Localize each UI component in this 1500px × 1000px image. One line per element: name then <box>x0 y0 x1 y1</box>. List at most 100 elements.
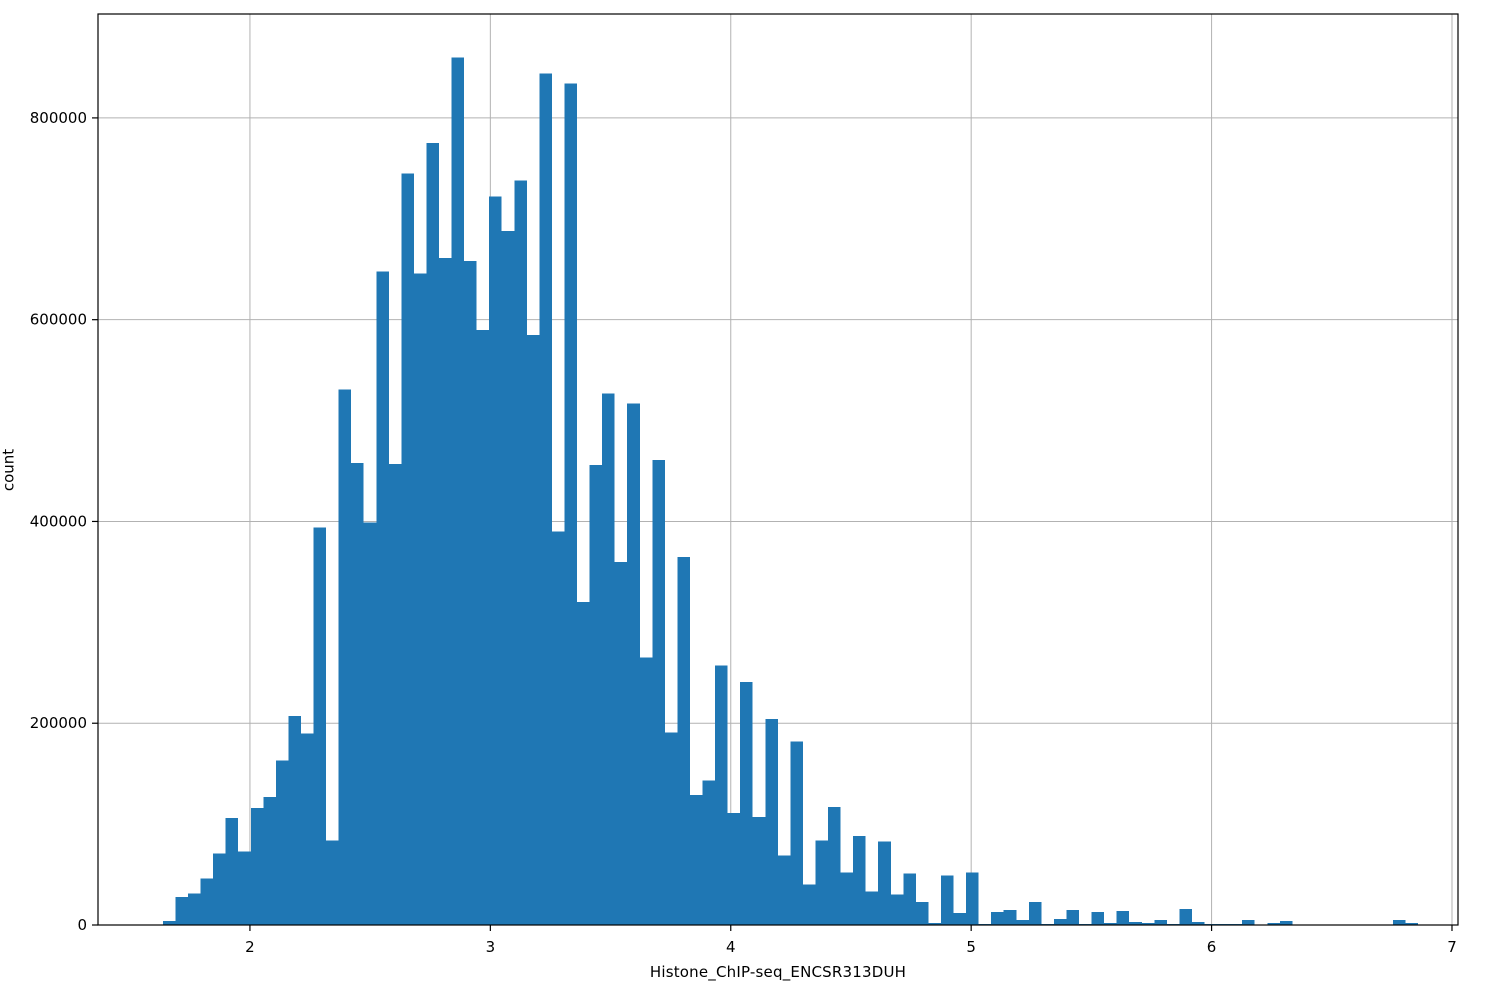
histogram-bar <box>338 389 352 926</box>
histogram-bar <box>1091 911 1105 925</box>
histogram-bar <box>250 807 264 925</box>
histogram-bar <box>1129 921 1142 925</box>
histogram-bar <box>802 884 816 925</box>
histogram-bar <box>1141 922 1155 925</box>
x-tick-label: 5 <box>966 938 976 956</box>
histogram-bar <box>715 665 728 925</box>
axis-spines <box>97 13 1459 926</box>
histogram-bar <box>915 901 929 925</box>
histogram-bar <box>1116 910 1130 925</box>
histogram-bar <box>828 806 841 925</box>
histogram-bar <box>1405 922 1418 925</box>
histogram-bar <box>363 522 377 925</box>
histogram-bar <box>890 894 904 925</box>
histogram-bar <box>388 463 402 925</box>
histogram-bar <box>752 817 766 925</box>
histogram-bar <box>652 459 665 925</box>
histogram-bar <box>702 780 716 925</box>
histogram-bar <box>1267 922 1280 925</box>
histogram-bar <box>213 853 226 925</box>
histogram-bar <box>1242 919 1255 925</box>
histogram-bar <box>1279 920 1293 925</box>
histogram-bar <box>815 840 829 925</box>
histogram-bar <box>853 836 866 925</box>
histogram-bar <box>1191 921 1205 925</box>
histogram-bar <box>1003 909 1017 925</box>
histogram-bar <box>451 57 465 925</box>
y-axis-label: count <box>0 448 18 492</box>
histogram-bar <box>238 851 251 925</box>
histogram-bar <box>263 796 276 925</box>
histogram-bar <box>777 855 791 925</box>
histogram-bar <box>300 733 314 925</box>
histogram-bar <box>438 258 452 926</box>
histogram-bar <box>928 922 941 925</box>
histogram-bar <box>602 393 615 925</box>
axis-ticks <box>92 117 1453 931</box>
histogram-bar <box>639 657 653 925</box>
histogram-bar <box>175 896 189 925</box>
histogram-bar <box>878 841 891 925</box>
histogram-bar <box>903 873 916 925</box>
histogram-bar <box>501 230 515 925</box>
histogram-bar <box>1028 901 1042 925</box>
histogram-bar <box>564 83 578 925</box>
histogram-bar <box>589 464 603 925</box>
y-tick-labels: 0 200000 400000 600000 800000 <box>30 109 87 934</box>
histogram-bar <box>489 196 502 926</box>
histogram-bar <box>464 261 477 925</box>
histogram-bar <box>225 818 239 925</box>
histogram-bar <box>840 872 854 925</box>
y-tick-label: 200000 <box>30 714 87 732</box>
histogram-bar <box>162 920 176 925</box>
histogram-bar <box>966 872 979 925</box>
histogram-bar <box>689 794 703 925</box>
histogram-bar <box>1016 919 1029 925</box>
histogram-bar <box>539 73 552 925</box>
histogram-bar <box>1179 908 1192 925</box>
histogram-bar <box>413 273 427 925</box>
histogram-bar <box>614 561 628 925</box>
x-tick-label: 7 <box>1447 938 1457 956</box>
histogram-bar <box>401 173 414 925</box>
histogram-bar <box>188 893 201 925</box>
x-tick-label: 2 <box>245 938 255 956</box>
histogram-bar <box>627 403 640 926</box>
histogram-bar <box>376 271 389 925</box>
histogram-bar <box>865 891 879 925</box>
histogram-bar <box>727 813 741 925</box>
histogram-bar <box>200 878 214 925</box>
histogram-bar <box>275 760 289 925</box>
histogram-bar <box>476 329 490 926</box>
x-tick-label: 6 <box>1207 938 1217 956</box>
x-tick-label: 4 <box>726 938 736 956</box>
histogram-bar <box>953 912 967 925</box>
histogram-bar <box>790 741 803 925</box>
x-axis-label: Histone_ChIP-seq_ENCSR313DUH <box>649 963 907 981</box>
histogram-bar <box>1154 919 1167 925</box>
histogram-bar <box>313 527 327 925</box>
histogram-bar <box>577 602 590 925</box>
histogram-bar <box>1066 909 1080 925</box>
histogram-bar <box>991 911 1004 925</box>
histogram-bar <box>551 531 565 925</box>
histogram-bar <box>740 681 753 925</box>
histogram-bar <box>351 462 364 925</box>
histogram-bar <box>765 719 778 925</box>
histogram-bar <box>326 840 339 925</box>
x-tick-label: 3 <box>486 938 496 956</box>
histogram-bar <box>1053 918 1067 925</box>
histogram-bar <box>664 732 678 925</box>
histogram-bar <box>288 716 301 925</box>
histogram-bar <box>426 143 439 925</box>
histogram-bar <box>526 334 540 925</box>
histogram-bar <box>940 875 954 925</box>
y-tick-label: 0 <box>77 916 87 934</box>
histogram-bar <box>514 180 527 925</box>
histogram-bar <box>677 556 690 925</box>
histogram-bars <box>162 57 1418 926</box>
x-tick-labels: 2 3 4 5 6 7 <box>245 938 1457 956</box>
y-tick-label: 800000 <box>30 109 87 127</box>
